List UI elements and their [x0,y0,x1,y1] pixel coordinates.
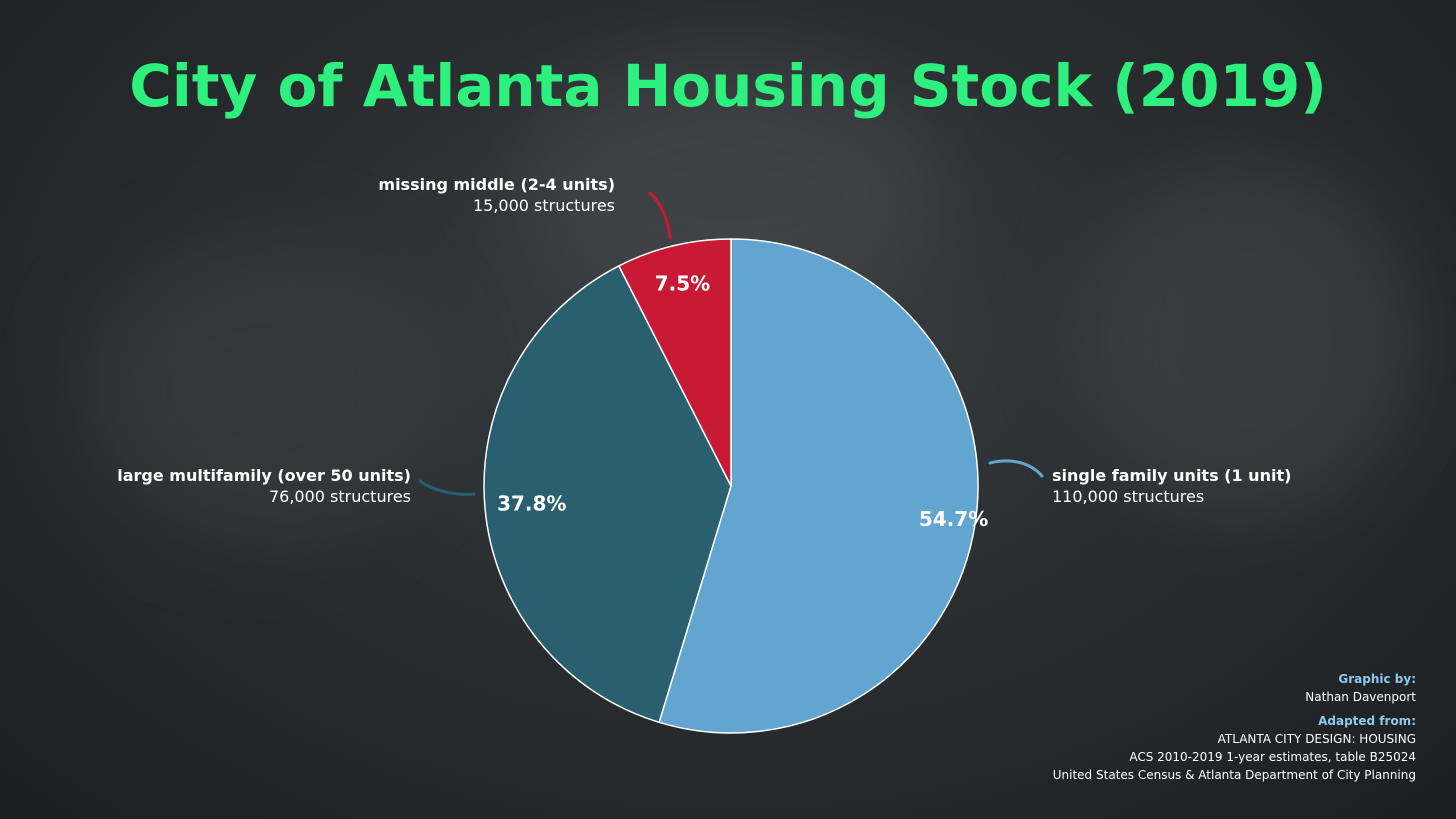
pie-slice [483,264,732,724]
slice-percent-label: 7.5% [655,272,710,296]
source-line: ACS 2010-2019 1-year estimates, table B2… [1129,750,1416,764]
leader-line [648,191,672,240]
slice-count-label: 76,000 structures [269,487,411,506]
slice-count-label: 110,000 structures [1052,487,1204,506]
leader-line [988,459,1044,478]
slice-percent-label: 37.8% [497,492,566,516]
slice-count-label: 15,000 structures [473,196,615,215]
chart-title: City of Atlanta Housing Stock (2019) [129,52,1327,120]
background-blur [80,240,440,540]
slice-category-label: large multifamily (over 50 units) [117,466,411,485]
graphic-by-heading: Graphic by: [1338,672,1416,686]
source-line: United States Census & Atlanta Departmen… [1052,768,1416,782]
graphic-by-name: Nathan Davenport [1305,690,1416,704]
slice-percent-label: 54.7% [919,507,988,531]
slice-category-label: single family units (1 unit) [1052,466,1291,485]
slice-category-label: missing middle (2-4 units) [378,175,615,194]
leader-line [418,479,476,496]
pie-slice [658,238,979,734]
pie-slice [617,238,732,487]
source-line: ATLANTA CITY DESIGN: HOUSING [1217,732,1416,746]
credits: Graphic by: Nathan Davenport Adapted fro… [1053,670,1416,784]
adapted-from-heading: Adapted from: [1318,714,1416,728]
background-blur [1080,160,1420,520]
